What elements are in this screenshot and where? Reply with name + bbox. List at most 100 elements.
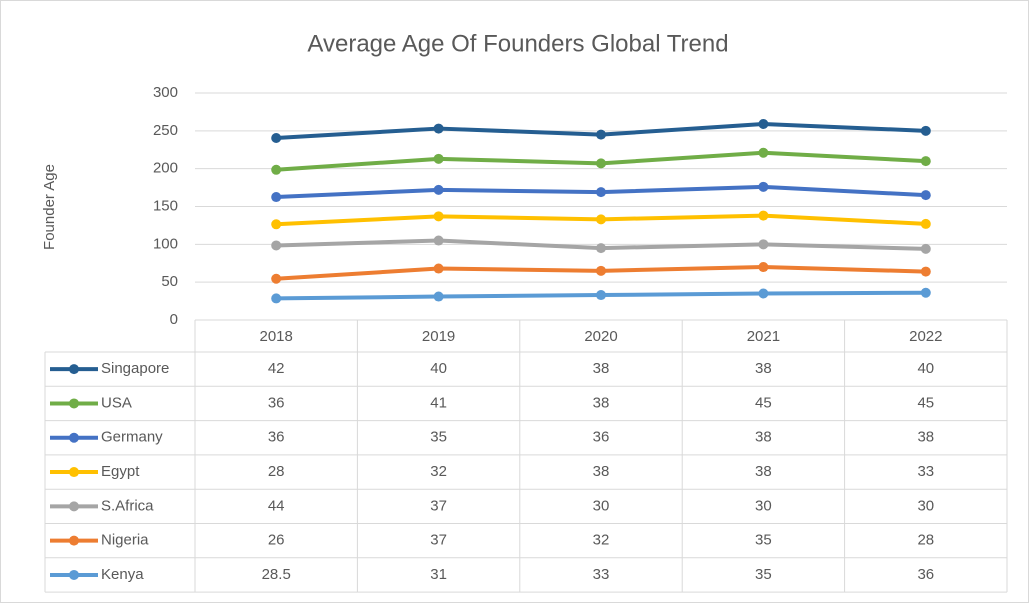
data-point xyxy=(271,164,282,175)
x-tick-label: 2018 xyxy=(260,328,293,345)
y-tick-label: 50 xyxy=(161,273,178,290)
table-cell: 38 xyxy=(593,360,610,377)
table-cell: 33 xyxy=(593,566,610,583)
y-tick-label: 100 xyxy=(153,235,178,252)
table-cell: 32 xyxy=(430,463,447,480)
data-point xyxy=(920,243,931,254)
table-cell: 36 xyxy=(268,429,285,446)
legend-key xyxy=(69,364,79,375)
table-cell: 37 xyxy=(430,532,447,549)
legend-key xyxy=(69,467,79,478)
y-tick-label: 300 xyxy=(153,84,178,101)
legend-key xyxy=(69,569,79,580)
data-point xyxy=(271,273,282,284)
data-point xyxy=(920,125,931,136)
table-cell: 38 xyxy=(593,463,610,480)
data-point xyxy=(758,288,769,299)
y-tick-label: 250 xyxy=(153,122,178,139)
data-point xyxy=(271,192,282,203)
legend-label: Kenya xyxy=(101,566,144,583)
table-cell: 30 xyxy=(755,497,772,514)
data-point xyxy=(758,239,769,250)
table-cell: 36 xyxy=(268,394,285,411)
table-cell: 37 xyxy=(430,497,447,514)
x-tick-label: 2019 xyxy=(422,328,455,345)
legend-key xyxy=(69,432,79,443)
data-point xyxy=(596,290,606,301)
legend-key xyxy=(69,398,79,409)
legend-label: Egypt xyxy=(101,463,140,480)
table-cell: 36 xyxy=(917,566,934,583)
data-point xyxy=(758,262,769,273)
table-cell: 38 xyxy=(755,360,772,377)
data-point xyxy=(596,243,606,254)
x-tick-label: 2021 xyxy=(747,328,780,345)
y-tick-label: 200 xyxy=(153,160,178,177)
table-cell: 33 xyxy=(917,463,934,480)
table-cell: 35 xyxy=(755,566,772,583)
table-cell: 35 xyxy=(430,429,447,446)
table-cell: 28 xyxy=(268,463,285,480)
legend-label: USA xyxy=(101,394,132,411)
table-cell: 44 xyxy=(268,497,285,514)
table-cell: 38 xyxy=(917,429,934,446)
data-point xyxy=(433,211,444,222)
legend-label: Nigeria xyxy=(101,532,149,549)
data-point xyxy=(596,265,606,276)
table-cell: 28.5 xyxy=(262,566,291,583)
table-cell: 42 xyxy=(268,360,285,377)
table-cell: 38 xyxy=(755,463,772,480)
data-point xyxy=(920,218,931,229)
data-point xyxy=(596,214,606,225)
table-cell: 32 xyxy=(593,532,610,549)
data-point xyxy=(433,123,444,134)
y-tick-label: 150 xyxy=(153,197,178,214)
table-cell: 31 xyxy=(430,566,447,583)
data-point xyxy=(433,184,444,195)
legend-label: Germany xyxy=(101,429,163,446)
table-cell: 36 xyxy=(593,429,610,446)
data-point xyxy=(433,235,444,246)
table-cell: 38 xyxy=(755,429,772,446)
table-cell: 45 xyxy=(755,394,772,411)
legend-label: S.Africa xyxy=(101,497,154,514)
y-axis-label: Founder Age xyxy=(41,164,58,250)
x-tick-label: 2022 xyxy=(909,328,942,345)
data-point xyxy=(758,210,769,221)
chart-title: Average Age Of Founders Global Trend xyxy=(307,30,728,57)
data-point xyxy=(596,187,606,198)
table-cell: 45 xyxy=(917,394,934,411)
table-cell: 26 xyxy=(268,532,285,549)
data-point xyxy=(271,219,282,230)
data-point xyxy=(758,147,769,158)
table-cell: 30 xyxy=(917,497,934,514)
data-point xyxy=(920,156,931,167)
table-cell: 28 xyxy=(917,532,934,549)
data-point xyxy=(596,158,606,169)
table-cell: 40 xyxy=(430,360,447,377)
data-point xyxy=(920,190,931,201)
data-point xyxy=(271,240,282,251)
data-point xyxy=(920,266,931,277)
data-point xyxy=(758,119,769,130)
y-tick-label: 0 xyxy=(170,311,178,328)
legend-key xyxy=(69,535,79,546)
data-point xyxy=(758,181,769,192)
x-tick-label: 2020 xyxy=(584,328,617,345)
table-cell: 30 xyxy=(593,497,610,514)
legend-key xyxy=(69,501,79,512)
table-cell: 40 xyxy=(917,360,934,377)
data-point xyxy=(433,153,444,164)
data-point xyxy=(920,287,931,298)
legend-label: Singapore xyxy=(101,360,169,377)
data-point xyxy=(433,291,444,302)
table-cell: 41 xyxy=(430,394,447,411)
data-point xyxy=(433,263,444,274)
data-point xyxy=(596,129,606,140)
data-point xyxy=(271,133,282,144)
table-cell: 35 xyxy=(755,532,772,549)
table-cell: 38 xyxy=(593,394,610,411)
data-point xyxy=(271,293,282,304)
